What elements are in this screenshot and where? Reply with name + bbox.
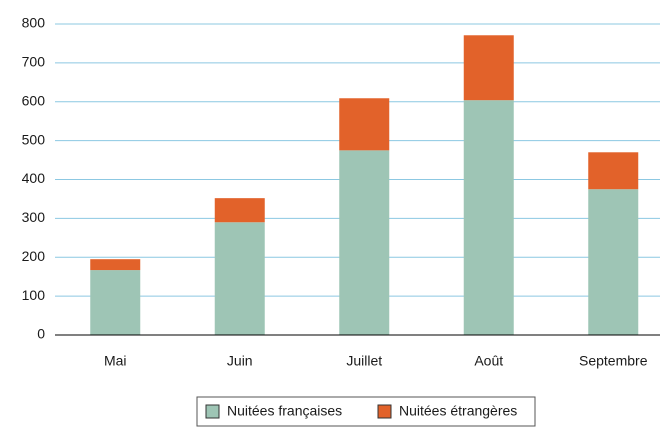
y-tick-label: 400 [22,170,46,186]
x-tick-label: Septembre [579,353,648,369]
bar-segment [463,35,514,101]
x-tick-label: Juin [227,353,253,369]
x-tick-label: Mai [104,353,127,369]
bar-segment [90,270,141,335]
legend-frame [196,396,536,427]
bar-segment [588,189,639,335]
y-tick-label: 700 [22,54,46,70]
legend-swatch [377,404,392,419]
bar-segment [339,98,390,151]
y-tick-label: 200 [22,248,46,264]
bar-segment [588,152,639,190]
y-tick-label: 600 [22,92,46,108]
y-tick-label: 0 [37,326,45,342]
y-tick-label: 100 [22,287,46,303]
legend-label: Nuitées françaises [227,403,342,419]
y-tick-label: 800 [22,15,46,31]
bar-segment [214,198,265,223]
y-tick-label: 500 [22,131,46,147]
y-tick-label: 300 [22,209,46,225]
legend-label: Nuitées étrangères [399,403,517,419]
bar-segment [90,259,141,271]
x-tick-label: Août [474,353,503,369]
bar-segment [339,150,390,335]
bar-segment [214,222,265,335]
legend-swatch [205,404,220,419]
bar-segment [463,100,514,335]
x-tick-label: Juillet [346,353,382,369]
